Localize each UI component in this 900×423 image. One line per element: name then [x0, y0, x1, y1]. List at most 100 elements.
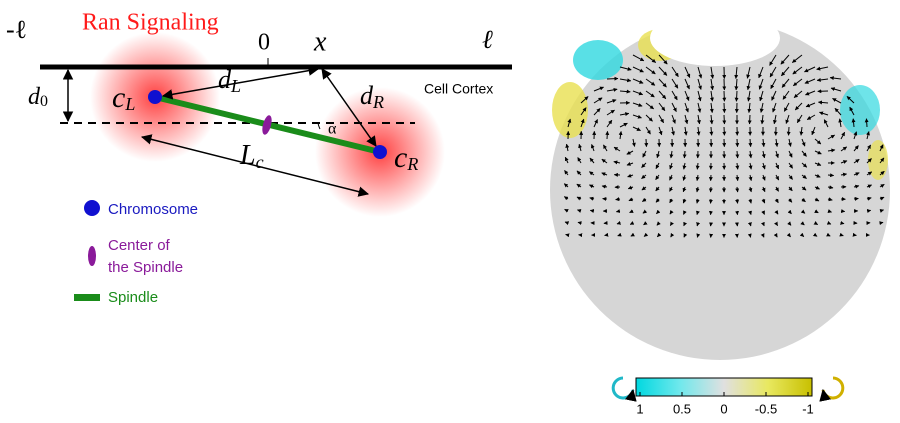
flow-arrow	[629, 209, 634, 214]
flow-arrow	[787, 138, 792, 147]
flow-arrow	[761, 138, 766, 148]
flow-arrow	[801, 150, 807, 157]
flow-arrow	[879, 157, 885, 164]
flow-arrow	[814, 197, 820, 202]
flow-arrow	[799, 126, 804, 136]
flow-arrow	[629, 220, 635, 225]
flow-arrow	[761, 198, 766, 204]
flow-arrow	[601, 172, 608, 177]
flow-arrow	[747, 222, 752, 227]
flow-arrow	[800, 209, 806, 214]
flow-arrow	[735, 198, 740, 204]
d0-label: d0	[28, 84, 48, 110]
flow-arrow	[734, 78, 739, 91]
flow-arrow	[671, 126, 675, 136]
flow-arrow	[760, 114, 765, 125]
flow-arrow	[669, 198, 674, 204]
angle-label: α	[328, 121, 337, 138]
flow-arrow	[832, 97, 842, 104]
flow-arrow	[866, 158, 872, 164]
flow-arrow	[853, 158, 860, 164]
flow-arrow	[642, 197, 647, 202]
opening	[650, 10, 780, 66]
title: Ran Signaling	[82, 10, 219, 36]
flow-arrow	[576, 183, 582, 188]
cl-label: cL	[112, 81, 135, 114]
flow-arrow	[866, 171, 873, 176]
flow-arrow	[761, 210, 765, 215]
flow-arrow	[774, 138, 779, 147]
flow-arrow	[684, 78, 690, 90]
lc-main: L	[239, 140, 256, 171]
flow-arrow	[827, 173, 835, 178]
flow-arrow	[577, 221, 582, 226]
spindle-center	[262, 115, 272, 135]
flow-arrow	[781, 66, 790, 77]
cyan-patch	[840, 85, 880, 135]
flow-arrow	[577, 157, 582, 164]
flow-arrow	[735, 174, 740, 182]
flow-arrow	[748, 162, 753, 170]
flow-arrow	[682, 198, 687, 204]
flow-arrow	[671, 78, 679, 89]
colorbar-tick-label: -0.5	[755, 401, 777, 416]
flow-arrow	[788, 186, 793, 192]
flow-arrow	[631, 138, 636, 147]
flow-arrow	[632, 78, 644, 84]
flow-arrow	[658, 54, 668, 65]
flow-arrow	[801, 186, 807, 191]
flow-arrow	[642, 209, 648, 214]
flow-arrow	[812, 232, 818, 237]
flow-arrow	[630, 232, 635, 237]
flow-arrow	[827, 134, 835, 140]
flow-arrow	[866, 184, 872, 189]
flow-arrow	[627, 173, 634, 178]
flow-arrow	[760, 221, 765, 227]
ccw-icon	[611, 376, 637, 402]
flow-arrow	[758, 78, 764, 90]
flow-arrow	[589, 208, 595, 213]
flow-arrow	[656, 150, 661, 159]
cyan-patch	[573, 40, 623, 80]
flow-arrow	[627, 185, 634, 190]
flow-arrow	[748, 138, 753, 148]
flow-arrow	[619, 78, 632, 83]
flow-arrow	[826, 220, 832, 225]
flow-arrow	[606, 99, 617, 104]
chromosome-left	[148, 90, 162, 104]
lc-sub: c	[256, 152, 264, 172]
sphere	[550, 20, 890, 360]
flow-arrow	[613, 160, 621, 165]
flow-arrow	[606, 109, 615, 116]
flow-arrow	[801, 138, 806, 147]
flow-arrow	[782, 90, 790, 100]
flow-arrow	[829, 76, 842, 81]
flow-arrow	[772, 114, 777, 125]
flow-arrow	[747, 102, 752, 113]
flow-arrow	[696, 126, 701, 136]
flow-arrow	[793, 90, 803, 99]
flow-arrow	[567, 118, 572, 128]
flow-arrow	[879, 196, 885, 201]
flow-arrow	[774, 221, 779, 226]
colorbar-tick-label: 0.5	[673, 401, 691, 416]
flow-arrow	[801, 162, 808, 168]
flow-arrow	[645, 78, 656, 86]
flow-arrow	[794, 102, 803, 111]
flow-arrow	[658, 126, 663, 136]
flow-arrow	[632, 54, 645, 62]
flow-arrow	[696, 221, 701, 227]
flow-arrow	[811, 126, 816, 136]
flow-arrow	[564, 221, 570, 226]
flow-arrow	[788, 174, 793, 180]
flow-arrow	[770, 78, 777, 89]
flow-arrow	[645, 90, 655, 98]
flow-arrow	[655, 162, 660, 169]
flow-arrow	[775, 162, 780, 170]
flow-arrow	[761, 186, 766, 193]
flow-arrow	[748, 150, 753, 159]
flow-arrow	[827, 209, 832, 213]
chromosome-right	[373, 145, 387, 159]
dl-arrow	[161, 65, 320, 100]
flow-arrow	[788, 198, 793, 203]
